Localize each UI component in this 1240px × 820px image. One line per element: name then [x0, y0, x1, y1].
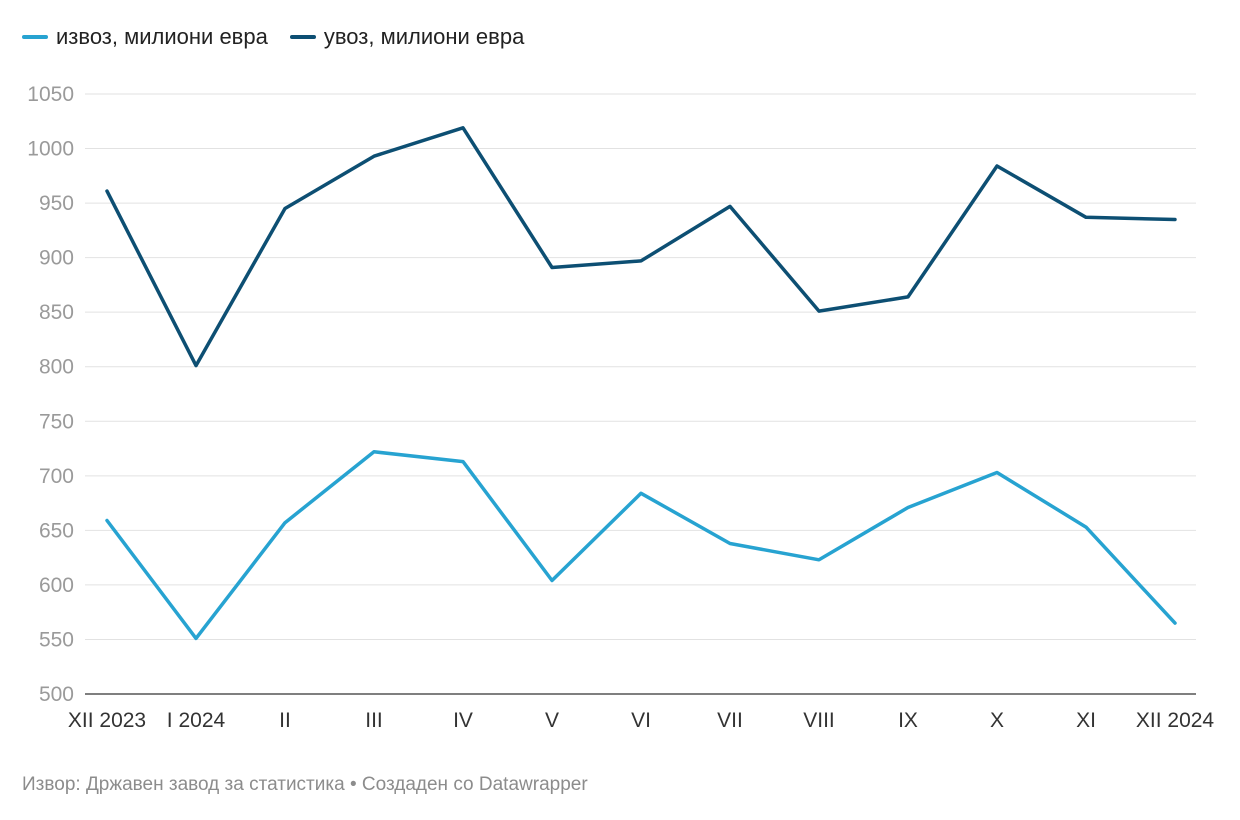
y-tick-label: 500	[39, 683, 74, 706]
legend-label-export: извоз, милиони евра	[56, 24, 268, 49]
x-tick-label: II	[279, 709, 291, 732]
y-tick-label: 750	[39, 410, 74, 433]
x-tick-label: X	[990, 709, 1004, 732]
legend-item-export: извоз, милиони евра	[22, 24, 268, 50]
y-tick-label: 650	[39, 519, 74, 542]
x-tick-label: III	[365, 709, 383, 732]
source-footer: Извор: Државен завод за статистика • Соз…	[22, 774, 588, 795]
legend-item-import: увоз, милиони евра	[289, 24, 525, 50]
y-axis-ticks: 500 550 600 650 700 750 800 850 900 950 1000 1050	[27, 83, 74, 706]
series-line-export	[105, 450, 1177, 641]
y-tick-label: 950	[39, 192, 74, 215]
x-tick-label: VI	[631, 709, 651, 732]
legend-label-import: увоз, милиони евра	[323, 24, 525, 49]
series-line-import	[105, 126, 1177, 368]
y-tick-label: 600	[39, 574, 74, 597]
x-tick-label: VIII	[803, 709, 835, 732]
x-tick-label: XII 2023	[68, 709, 146, 732]
y-tick-label: 700	[39, 465, 74, 488]
legend-swatch-export	[22, 35, 48, 39]
x-tick-label: XII 2024	[1136, 709, 1215, 732]
x-tick-label: IV	[453, 709, 473, 732]
y-tick-label: 1050	[27, 83, 74, 106]
y-tick-label: 900	[39, 247, 74, 270]
legend-swatch-import	[289, 35, 316, 39]
gridlines	[85, 93, 1196, 695]
y-tick-label: 800	[39, 356, 74, 379]
x-tick-label: IX	[898, 709, 918, 732]
y-tick-label: 850	[39, 301, 74, 324]
x-tick-label: XI	[1076, 709, 1096, 732]
y-tick-label: 550	[39, 628, 74, 651]
x-tick-label: I 2024	[167, 709, 226, 732]
y-tick-label: 1000	[27, 138, 74, 161]
x-axis-ticks: XII 2023 I 2024 II III IV V VI VII VIII IX X XI XII …	[68, 709, 1215, 732]
x-tick-label: V	[545, 709, 559, 732]
series-lines	[105, 126, 1177, 641]
chart-legend: извоз, милиони евра увоз, милиони евра	[22, 24, 546, 50]
x-tick-label: VII	[717, 709, 743, 732]
